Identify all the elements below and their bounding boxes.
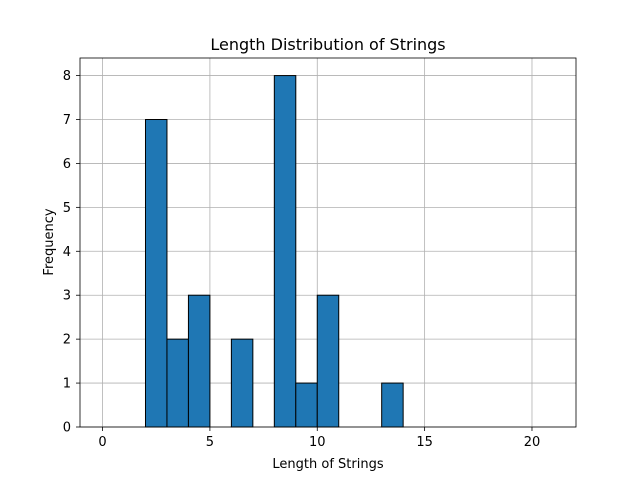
y-tick-label: 6 bbox=[63, 157, 71, 172]
x-tick-label: 10 bbox=[309, 435, 326, 450]
plot-frame bbox=[79, 57, 577, 428]
x-tick-label: 20 bbox=[524, 435, 541, 450]
histogram-bar bbox=[273, 75, 297, 428]
y-axis-label: Frequency bbox=[42, 208, 57, 275]
histogram-bar bbox=[381, 382, 404, 428]
chart-title: Length Distribution of Strings bbox=[210, 35, 445, 54]
y-tick-label: 0 bbox=[63, 421, 71, 436]
histogram-bar bbox=[144, 119, 168, 428]
x-axis-label: Length of Strings bbox=[272, 457, 383, 472]
y-tick-label: 5 bbox=[63, 201, 71, 216]
histogram-bar bbox=[230, 338, 254, 428]
y-tick-label: 1 bbox=[63, 377, 71, 392]
y-tick-label: 8 bbox=[63, 69, 71, 84]
x-tick-label: 5 bbox=[206, 435, 214, 450]
y-tick-label: 3 bbox=[63, 289, 71, 304]
x-tick-label: 15 bbox=[416, 435, 433, 450]
histogram-bar bbox=[187, 294, 211, 428]
y-tick-label: 4 bbox=[63, 245, 71, 260]
y-axis-ticks: 0 1 2 3 4 5 6 7 8 bbox=[63, 69, 80, 436]
y-tick-label: 2 bbox=[63, 333, 71, 348]
x-axis-ticks: 0 5 10 15 20 bbox=[98, 427, 540, 450]
histogram-bar bbox=[295, 382, 318, 428]
y-tick-label: 7 bbox=[63, 113, 71, 128]
x-tick-label: 0 bbox=[98, 435, 106, 450]
histogram-bar bbox=[316, 294, 340, 428]
histogram-bar bbox=[166, 338, 189, 428]
